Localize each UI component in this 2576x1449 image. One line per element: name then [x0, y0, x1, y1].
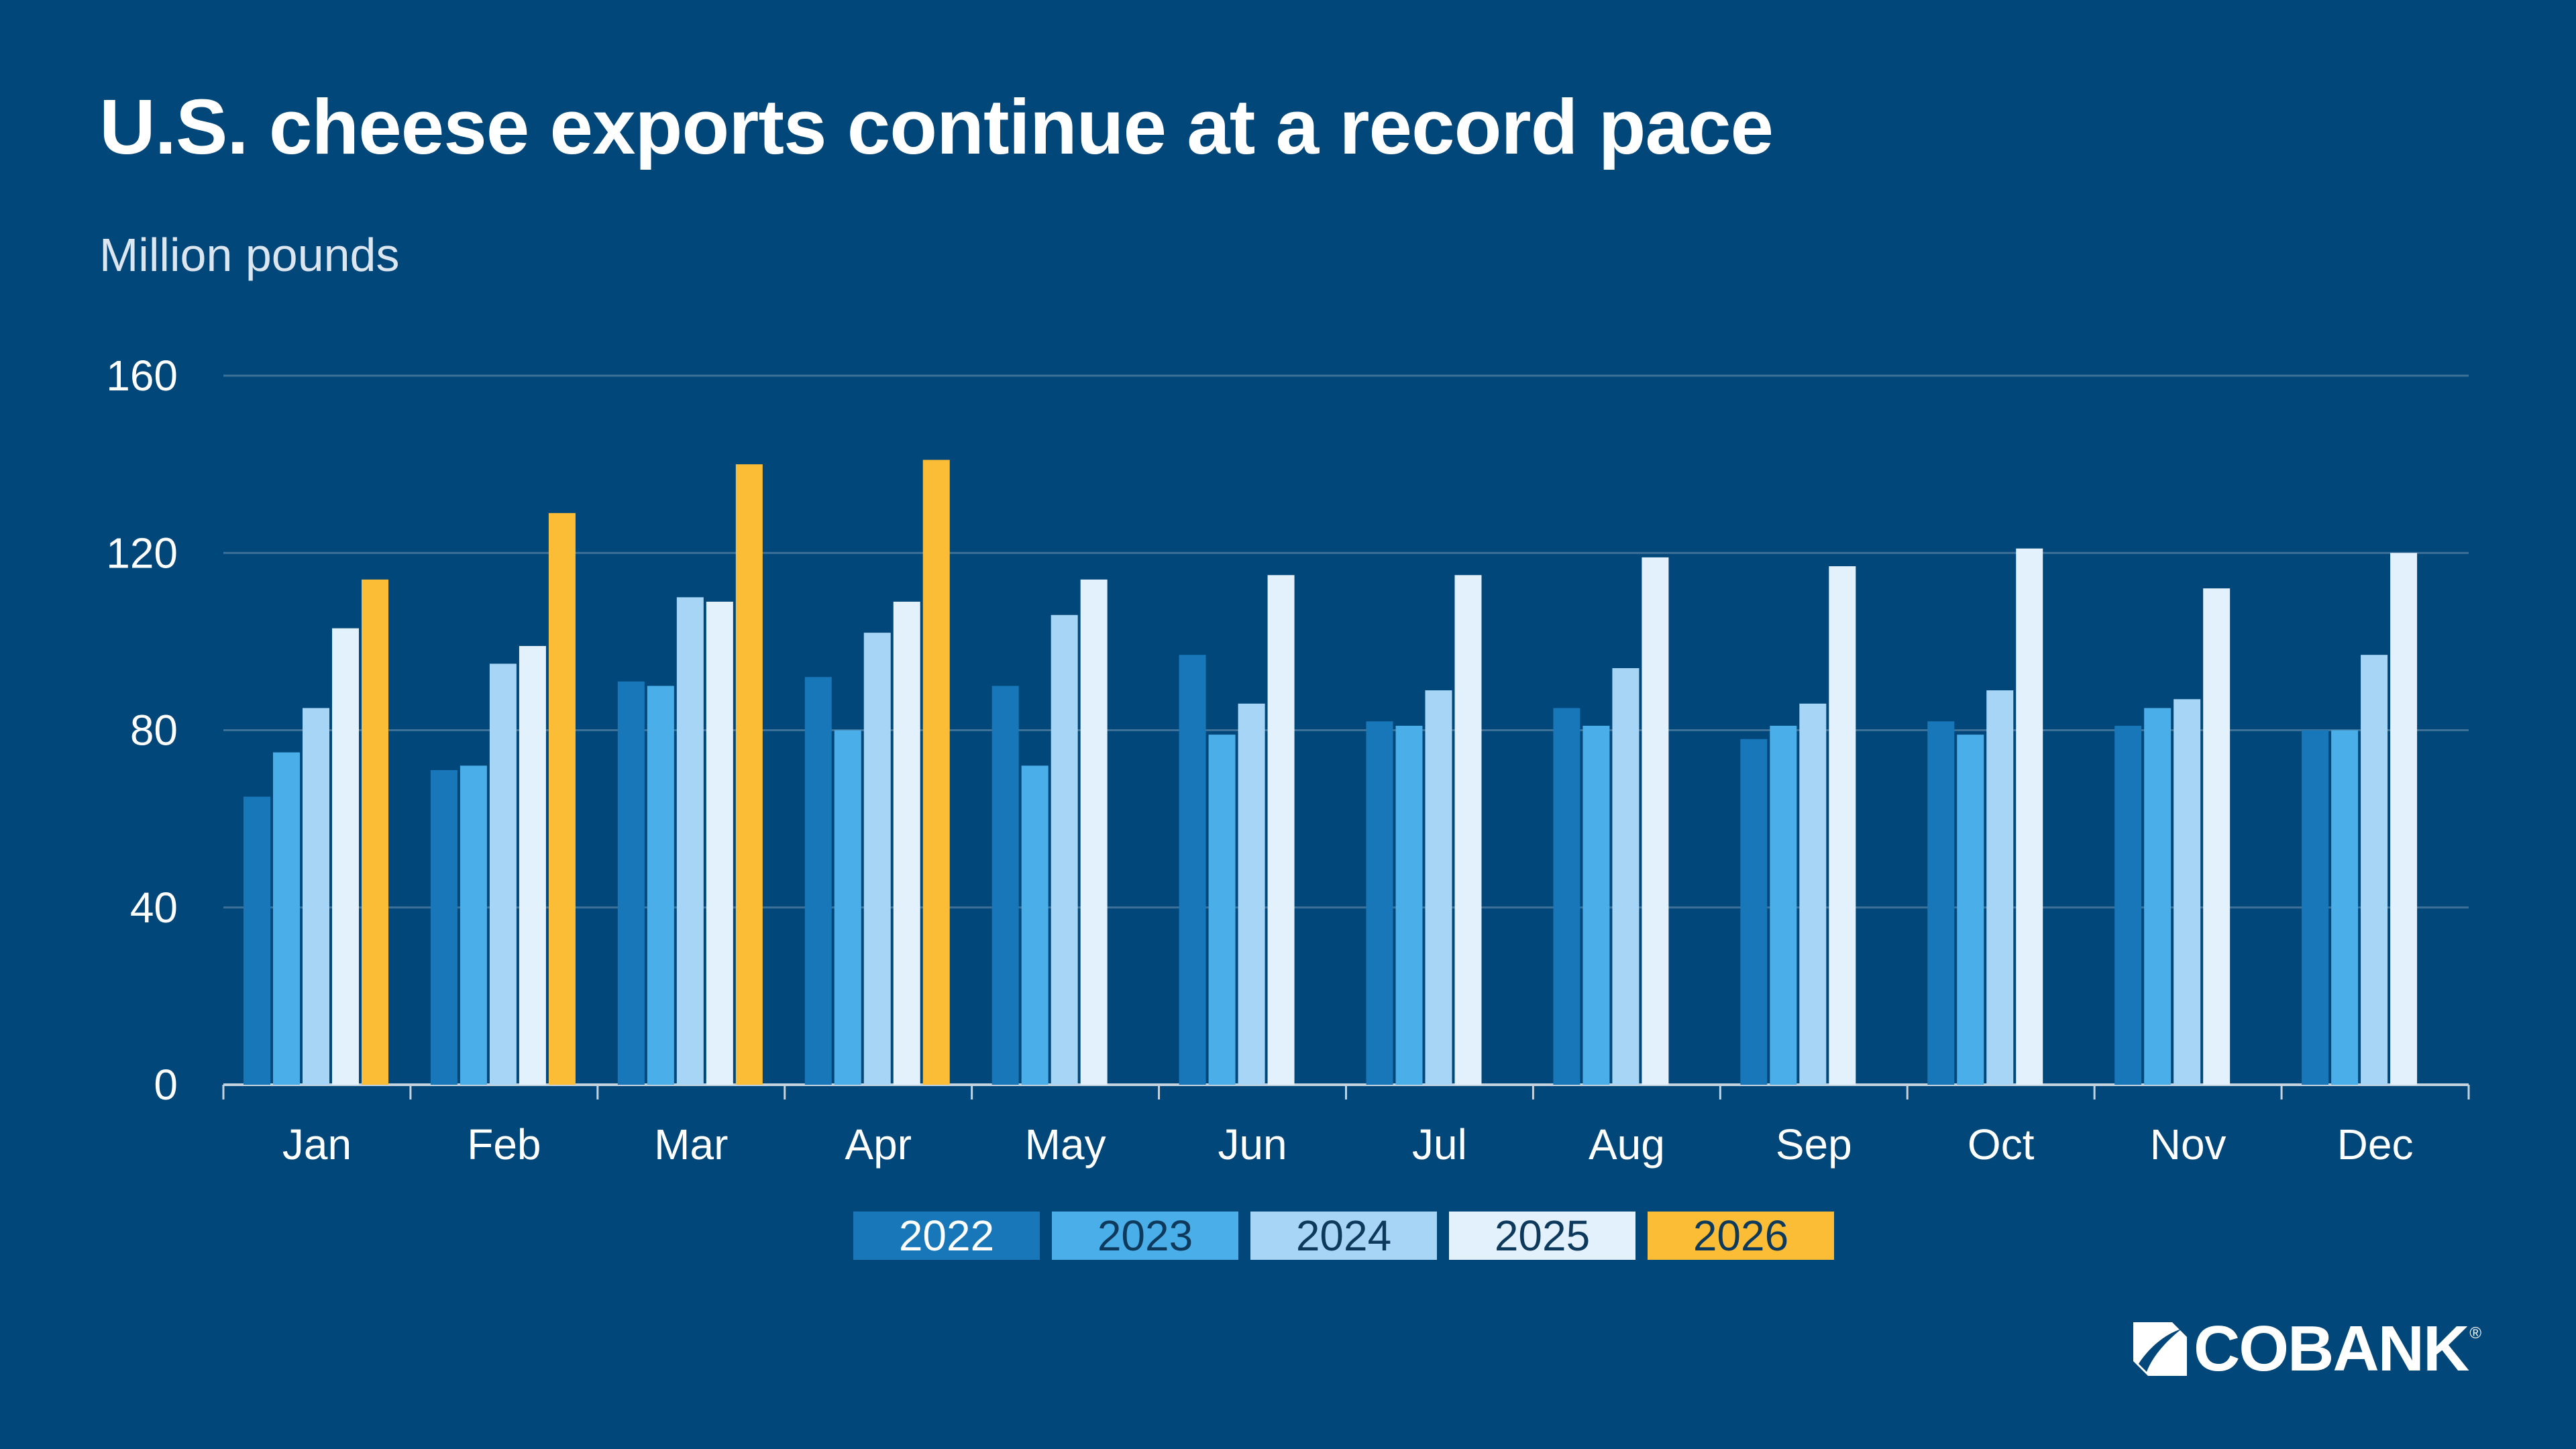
bar-mar-2026 [735, 464, 763, 1085]
bar-feb-2022 [430, 769, 458, 1085]
legend-item-2024: 2024 [1250, 1212, 1437, 1260]
bar-jul-2025 [1454, 575, 1482, 1085]
x-tick-label-jul: Jul [1412, 1120, 1467, 1169]
bar-may-2025 [1080, 579, 1108, 1085]
chart-subtitle: Million pounds [99, 229, 400, 281]
y-tick-label-160: 160 [106, 352, 178, 400]
x-tick-label-oct: Oct [1968, 1120, 2035, 1169]
bar-nov-2023 [2144, 708, 2171, 1085]
bar-apr-2023 [834, 730, 861, 1085]
y-tick-label-80: 80 [130, 706, 178, 755]
bar-jan-2026 [362, 579, 388, 1085]
cobank-logo-icon [2133, 1322, 2187, 1376]
bar-jun-2023 [1208, 735, 1236, 1085]
bar-may-2022 [991, 686, 1019, 1085]
bar-sep-2024 [1799, 703, 1827, 1085]
x-tick-label-mar: Mar [654, 1120, 728, 1169]
bar-oct-2024 [1986, 690, 2014, 1085]
x-tick-label-may: May [1025, 1120, 1106, 1169]
bar-chart: 0 40 80 120 160 Jan Feb Mar Apr May Jun Jul Aug Sep Oc… [106, 352, 2470, 1169]
registered-mark: ® [2469, 1324, 2481, 1342]
bar-jun-2022 [1179, 655, 1206, 1085]
bar-apr-2024 [863, 633, 891, 1085]
legend-item-2026: 2026 [1648, 1212, 1834, 1260]
bar-jan-2024 [303, 708, 329, 1085]
bar-feb-2023 [460, 765, 487, 1085]
bar-mar-2022 [617, 681, 645, 1085]
bar-jul-2023 [1395, 725, 1423, 1085]
bar-mar-2024 [676, 597, 704, 1085]
bar-mar-2023 [647, 686, 674, 1085]
bar-mar-2025 [706, 601, 733, 1085]
legend-item-2023: 2023 [1052, 1212, 1238, 1260]
chart-title: U.S. cheese exports continue at a record… [99, 83, 1774, 170]
x-tick-label-dec: Dec [2337, 1120, 2414, 1169]
bar-apr-2025 [893, 601, 920, 1085]
x-tick-label-feb: Feb [467, 1120, 541, 1169]
bar-sep-2025 [1829, 566, 1856, 1085]
bar-feb-2026 [548, 513, 576, 1085]
bar-apr-2022 [804, 677, 832, 1085]
bar-aug-2025 [1642, 557, 1669, 1085]
x-tick-label-nov: Nov [2150, 1120, 2226, 1169]
x-tick-label-apr: Apr [845, 1120, 912, 1169]
cobank-wordmark: COBANK [2194, 1313, 2469, 1385]
bar-may-2023 [1021, 765, 1049, 1085]
legend-item-2025: 2025 [1449, 1212, 1635, 1260]
bar-oct-2022 [1927, 721, 1955, 1085]
x-tick-label-sep: Sep [1776, 1120, 1852, 1169]
bar-jun-2024 [1238, 703, 1265, 1085]
bar-sep-2023 [1770, 725, 1797, 1085]
chart-legend: 2022 2023 2024 2025 2026 [853, 1212, 1834, 1260]
bar-feb-2025 [519, 645, 546, 1085]
bar-nov-2025 [2203, 588, 2231, 1085]
x-tick-label-aug: Aug [1589, 1120, 1665, 1169]
bar-jan-2025 [332, 628, 359, 1085]
bar-nov-2022 [2114, 725, 2142, 1085]
bar-jan-2023 [273, 752, 300, 1085]
bar-apr-2026 [922, 460, 950, 1085]
y-tick-label-40: 40 [130, 883, 178, 932]
bar-jul-2022 [1366, 721, 1393, 1085]
cobank-logo: COBANK ® [2133, 1313, 2481, 1385]
bar-dec-2023 [2331, 730, 2359, 1085]
bar-dec-2024 [2361, 655, 2388, 1085]
bar-jun-2025 [1267, 575, 1295, 1085]
y-tick-label-0: 0 [154, 1061, 178, 1109]
bar-aug-2024 [1612, 668, 1640, 1085]
bar-jul-2024 [1425, 690, 1452, 1085]
bar-oct-2025 [2016, 548, 2043, 1085]
bar-aug-2023 [1582, 725, 1610, 1085]
bar-nov-2024 [2174, 699, 2201, 1085]
bar-feb-2024 [489, 663, 517, 1085]
bar-oct-2023 [1957, 735, 1984, 1085]
y-tick-label-120: 120 [106, 529, 178, 577]
legend-item-2022: 2022 [853, 1212, 1040, 1260]
bar-aug-2022 [1553, 708, 1580, 1085]
bar-jan-2022 [244, 796, 270, 1085]
x-tick-label-jun: Jun [1218, 1120, 1287, 1169]
x-tick-label-jan: Jan [282, 1120, 352, 1169]
bar-dec-2022 [2302, 730, 2329, 1085]
bar-may-2024 [1051, 614, 1078, 1085]
bar-dec-2025 [2390, 553, 2418, 1085]
bar-sep-2022 [1740, 739, 1768, 1085]
